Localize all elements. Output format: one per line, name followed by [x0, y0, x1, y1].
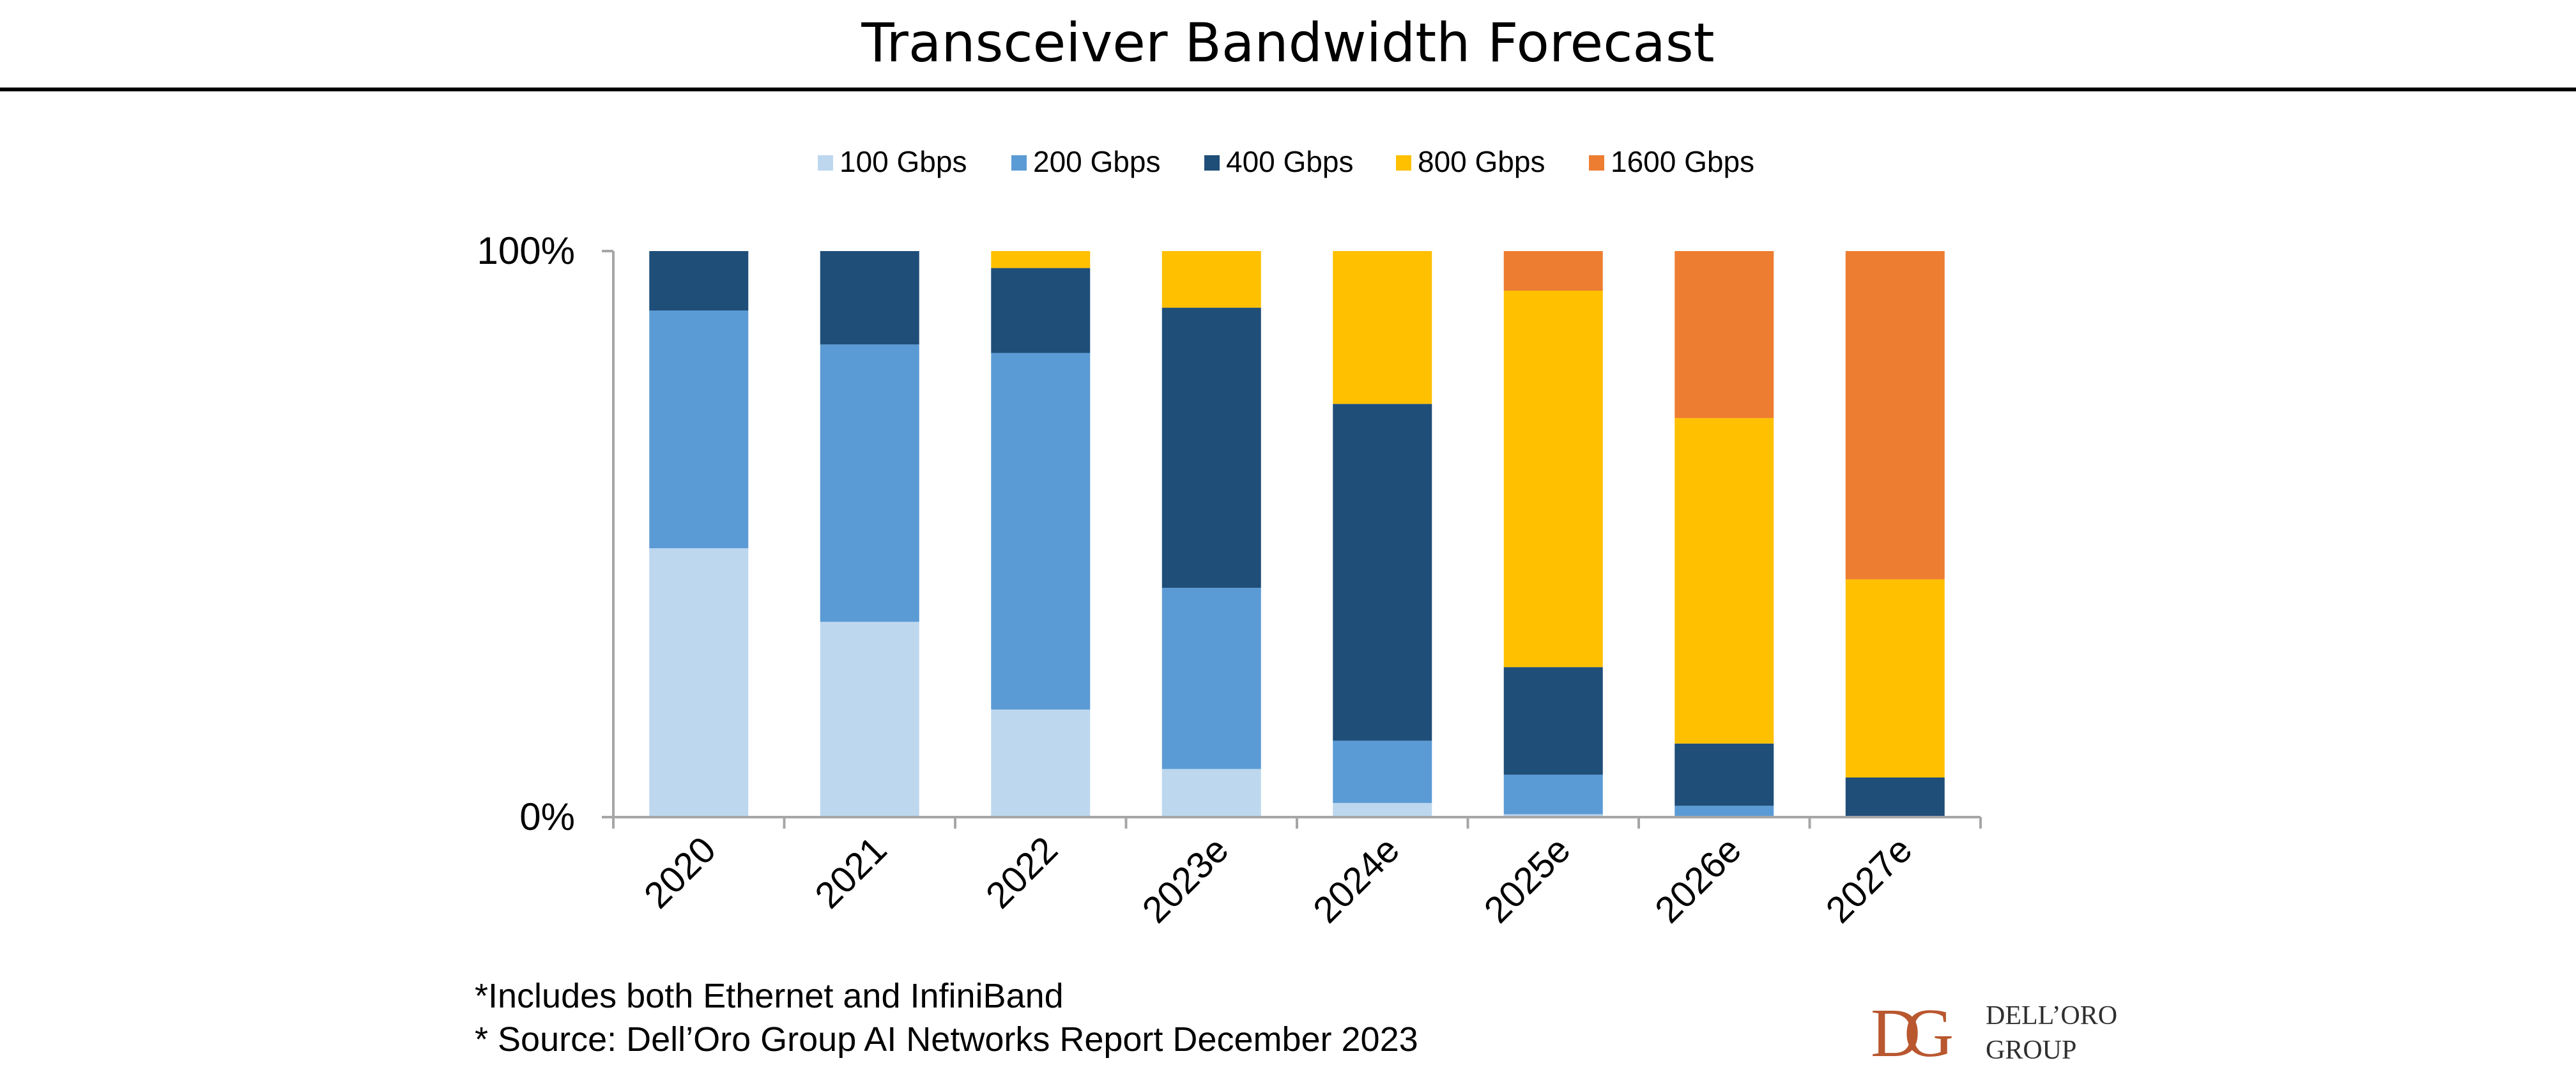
bar-segment: [1503, 291, 1603, 668]
legend-swatch: [1589, 155, 1604, 171]
x-tick-label: 2022: [978, 829, 1066, 916]
delloro-logo: DG DELL’ORO GROUP: [1871, 995, 2117, 1073]
chart-legend: 100 Gbps 200 Gbps 400 Gbps 800 Gbps 1600 Gbp…: [818, 145, 1754, 178]
bar-segment: [1503, 774, 1603, 815]
bar-segment: [1675, 743, 1774, 806]
bar-segment: [991, 268, 1091, 353]
bar-segment: [649, 251, 749, 311]
logo-line1: DELL’ORO: [1986, 1001, 2118, 1031]
x-tick-label: 2020: [636, 829, 724, 916]
bar-segment: [820, 344, 919, 622]
bar-segment: [991, 709, 1091, 817]
bar-segment: [1333, 802, 1432, 817]
legend-label: 1600 Gbps: [1611, 145, 1754, 178]
legend-swatch: [1396, 155, 1411, 171]
legend-swatch: [1011, 155, 1027, 171]
bar-segment: [1845, 777, 1945, 817]
y-tick-label: 0%: [519, 795, 575, 838]
bar-segment: [1675, 806, 1774, 817]
legend-swatch: [1204, 155, 1220, 171]
legend-label: 200 Gbps: [1033, 145, 1160, 178]
x-tick-label: 2025e: [1476, 829, 1578, 931]
legend-label: 400 Gbps: [1226, 145, 1353, 178]
x-tick-label: 2024e: [1305, 829, 1407, 931]
footnote-source: * Source: Dell’Oro Group AI Networks Rep…: [475, 1020, 1418, 1059]
bar-segment: [820, 251, 919, 345]
bar-segment: [649, 548, 749, 817]
bar-segment: [1162, 769, 1261, 817]
footnote-scope: *Includes both Ethernet and InfiniBand: [475, 977, 1064, 1015]
bar-segment: [1503, 814, 1603, 817]
x-tick-label: 2023e: [1134, 829, 1236, 931]
bar-segment: [820, 622, 919, 817]
bar-segment: [1333, 251, 1432, 404]
x-tick-label: 2027e: [1818, 829, 1920, 931]
bar-segment: [649, 310, 749, 549]
page-title: Transceiver Bandwidth Forecast: [861, 11, 1715, 74]
x-tick-label: 2021: [807, 829, 894, 916]
legend-label: 100 Gbps: [839, 145, 967, 178]
bar-segment: [1845, 579, 1945, 778]
stacked-bar-chart: 100 Gbps 200 Gbps 400 Gbps 800 Gbps 1600 Gbp…: [477, 145, 1982, 931]
bar-segment: [1162, 251, 1261, 308]
chart-bars: [649, 251, 1945, 817]
bar-segment: [1333, 740, 1432, 803]
bar-segment: [991, 353, 1091, 710]
bar-segment: [1675, 418, 1774, 744]
y-tick-label: 100%: [477, 229, 575, 272]
bar-segment: [1333, 404, 1432, 741]
logo-line2: GROUP: [1986, 1036, 2077, 1065]
bar-segment: [1503, 667, 1603, 775]
bar-segment: [1845, 251, 1945, 579]
x-tick-label: 2026e: [1647, 829, 1749, 931]
title-divider: [0, 88, 2576, 91]
bar-segment: [1162, 588, 1261, 769]
bar-segment: [1503, 251, 1603, 291]
legend-label: 800 Gbps: [1418, 145, 1545, 178]
logo-mark: DG: [1871, 995, 1954, 1071]
bar-segment: [991, 251, 1091, 268]
legend-swatch: [818, 155, 833, 171]
bar-segment: [1675, 251, 1774, 418]
bar-segment: [1162, 307, 1261, 588]
